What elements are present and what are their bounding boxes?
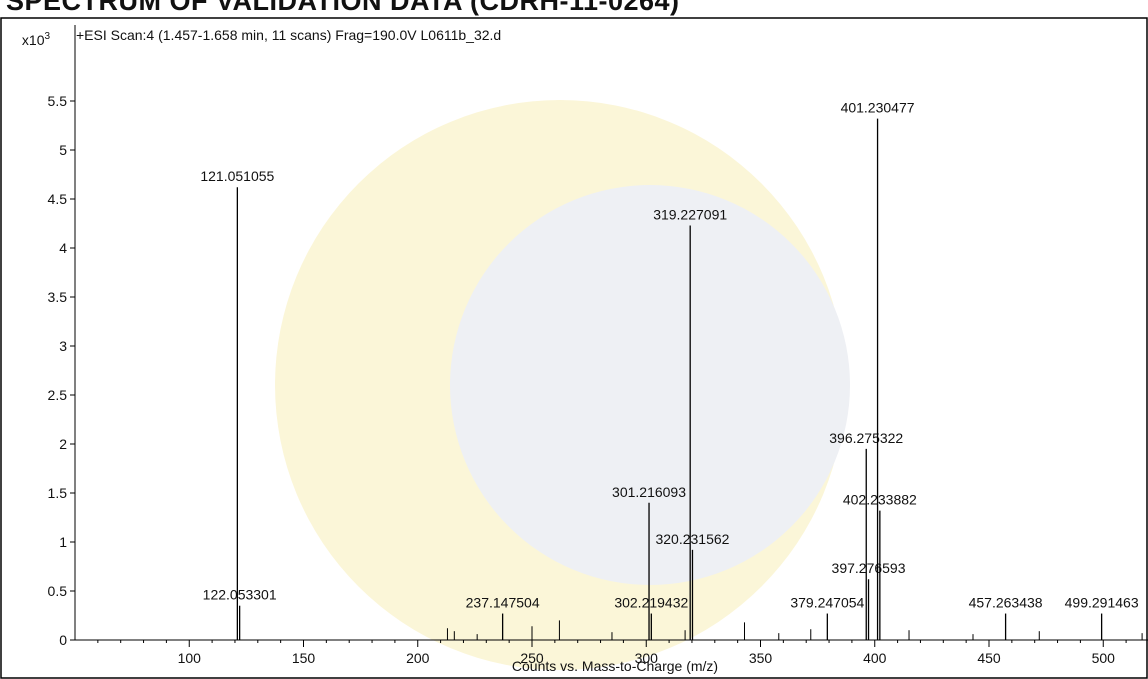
peak-label: 319.227091: [653, 206, 727, 222]
y-tick-label: 3.5: [48, 289, 68, 305]
peak-label: 302.219432: [614, 595, 688, 611]
y-tick-label: 5: [59, 142, 67, 158]
y-tick-label: 1: [59, 534, 67, 550]
y-tick-label: 4.5: [48, 191, 68, 207]
peak-label: 396.275322: [829, 430, 903, 446]
page-title: SPECTRUM OF VALIDATION DATA (CDRH-11-026…: [6, 0, 680, 16]
y-tick-label: 1.5: [48, 485, 68, 501]
x-tick-label: 200: [406, 650, 430, 666]
x-tick-label: 100: [178, 650, 202, 666]
peak-label: 301.216093: [612, 484, 686, 500]
peak-label: 237.147504: [466, 595, 540, 611]
peak-label: 121.051055: [200, 168, 274, 184]
x-tick-label: 500: [1092, 650, 1116, 666]
peak-label: 401.230477: [841, 100, 915, 116]
y-tick-label: 4: [59, 240, 67, 256]
x-tick-label: 150: [292, 650, 316, 666]
plot-frame: [0, 17, 1148, 679]
scan-info: +ESI Scan:4 (1.457-1.658 min, 11 scans) …: [76, 27, 501, 43]
x-tick-label: 450: [977, 650, 1001, 666]
x-tick-label: 350: [749, 650, 773, 666]
peak-label: 320.231562: [655, 531, 729, 547]
peak-label: 457.263438: [969, 595, 1043, 611]
y-tick-label: 3: [59, 338, 67, 354]
y-multiplier-label: x103: [22, 31, 51, 48]
y-tick-label: 2.5: [48, 387, 68, 403]
y-tick-label: 2: [59, 436, 67, 452]
watermark-logo: [275, 100, 867, 670]
y-tick-label: 0.5: [48, 583, 68, 599]
peak-label: 499.291463: [1065, 595, 1139, 611]
y-tick-label: 0: [59, 632, 67, 648]
x-axis-label: Counts vs. Mass-to-Charge (m/z): [512, 658, 718, 674]
x-tick-label: 250: [520, 650, 544, 666]
y-tick-label: 5.5: [48, 93, 68, 109]
x-tick-label: 400: [863, 650, 887, 666]
peak-label: 397.276593: [832, 560, 906, 576]
peak-label: 122.053301: [203, 587, 277, 603]
watermark-inner: [450, 185, 850, 585]
x-tick-label: 300: [635, 650, 659, 666]
peak-label: 402.233882: [843, 492, 917, 508]
peak-label: 379.247054: [790, 595, 864, 611]
